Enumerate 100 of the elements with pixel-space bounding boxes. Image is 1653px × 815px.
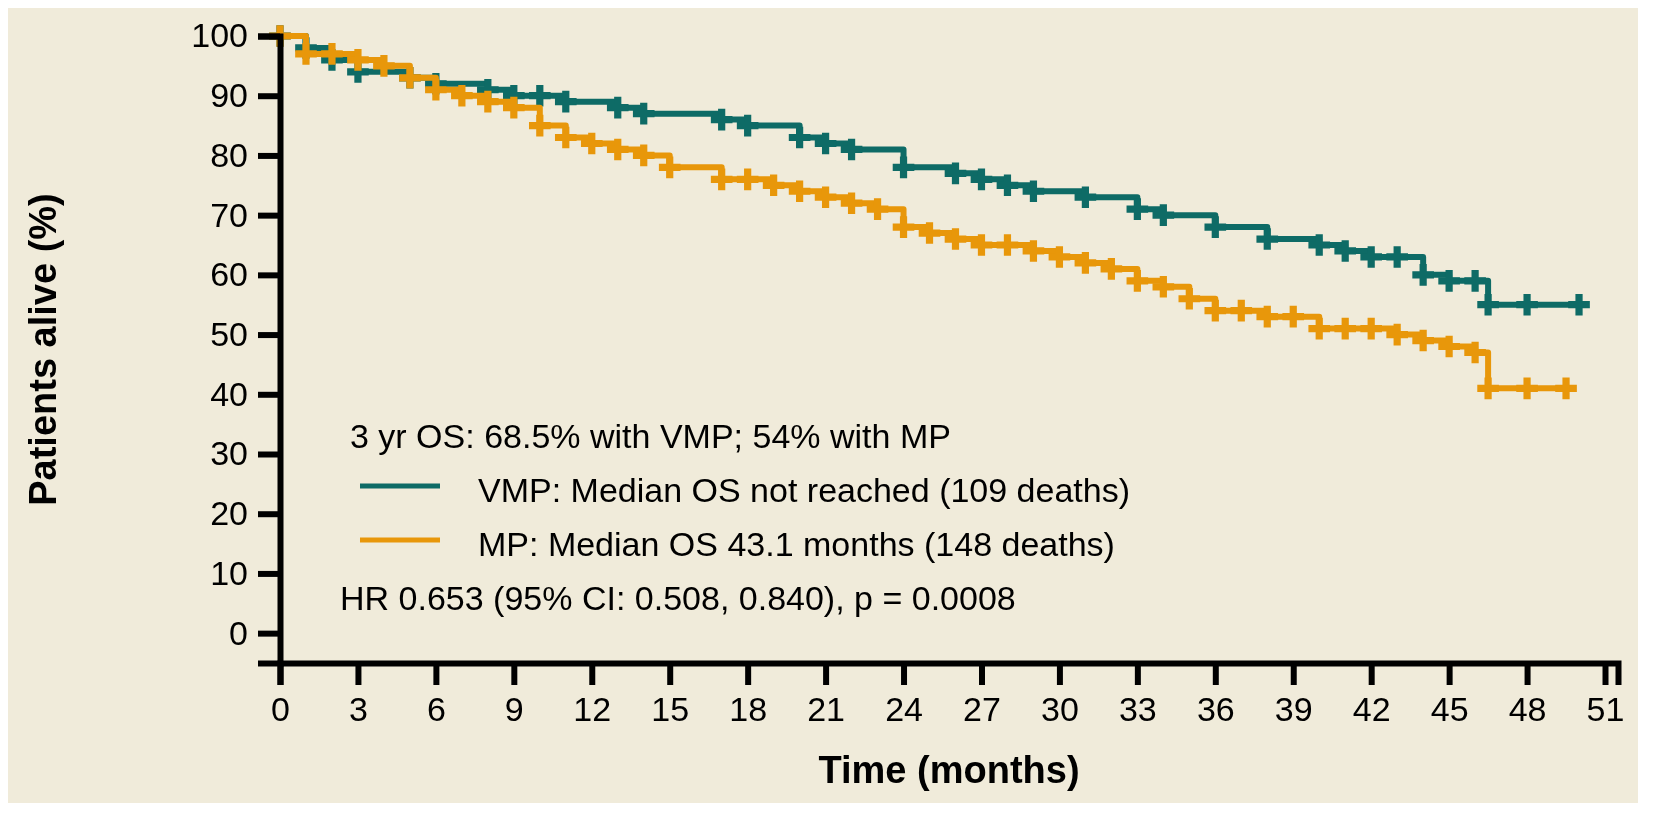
y-tick-label: 30 [210, 434, 248, 473]
point [580, 132, 603, 155]
point [1074, 186, 1097, 209]
point [1022, 240, 1045, 262]
point [892, 156, 915, 179]
point [1438, 270, 1460, 292]
point [1256, 228, 1279, 250]
point [944, 228, 967, 250]
point [866, 198, 889, 220]
legend-label: VMP: Median OS not reached (109 deaths) [478, 470, 1131, 509]
x-tick-label: 30 [1041, 690, 1079, 729]
y-tick-label: 70 [210, 195, 248, 234]
point [1477, 293, 1499, 316]
x-tick-label: 42 [1352, 690, 1391, 729]
y-axis-title: Patients alive (%) [22, 193, 64, 506]
point [295, 43, 317, 65]
x-tick-label: 24 [885, 690, 923, 729]
y-tick-label: 80 [210, 135, 248, 174]
point [1308, 317, 1331, 340]
point [1074, 252, 1097, 274]
x-tick-label: 0 [271, 690, 290, 729]
x-tick-label: 48 [1508, 690, 1547, 729]
point [1334, 240, 1357, 262]
point [1412, 264, 1434, 286]
point [606, 96, 629, 119]
point [710, 108, 733, 131]
point [1464, 270, 1486, 292]
y-tick-label: 20 [210, 494, 248, 533]
x-tick-label: 36 [1196, 690, 1235, 729]
point [632, 144, 655, 167]
point [1477, 377, 1499, 400]
x-tick-label: 3 [348, 690, 368, 729]
y-tick-label: 100 [191, 16, 248, 55]
point [814, 132, 837, 155]
point [1308, 234, 1331, 256]
y-tick-label: 10 [210, 553, 248, 592]
point [1022, 180, 1045, 203]
point [554, 90, 577, 113]
point [503, 96, 525, 119]
point [840, 192, 863, 215]
point [1360, 246, 1382, 268]
point [1555, 377, 1577, 400]
point [658, 156, 681, 179]
point [606, 138, 629, 161]
point [1438, 335, 1460, 358]
point [918, 222, 941, 244]
point [451, 84, 473, 107]
point [1568, 293, 1590, 316]
point [1100, 258, 1123, 280]
x-tick-label: 51 [1586, 690, 1625, 729]
point [996, 174, 1019, 197]
x-axis-title: Time (months) [818, 749, 1080, 791]
annotation: HR 0.653 (95% CI: 0.508, 0.840), p = 0.0008 [340, 578, 1016, 617]
x-tick-label: 39 [1274, 690, 1313, 729]
point [1386, 323, 1408, 346]
point [528, 84, 551, 107]
point [1230, 299, 1253, 322]
y-tick-label: 90 [210, 76, 248, 115]
point [996, 234, 1019, 256]
point [1204, 216, 1227, 238]
point [1126, 270, 1149, 292]
annotation: 3 yr OS: 68.5% with VMP; 54% with MP [350, 416, 951, 455]
point [425, 78, 447, 101]
point [554, 126, 577, 149]
point [944, 162, 967, 185]
legend-label: MP: Median OS 43.1 months (148 deaths) [478, 524, 1115, 563]
point [1282, 305, 1305, 328]
x-tick-label: 27 [963, 690, 1001, 729]
point [970, 234, 993, 256]
x-tick-label: 6 [426, 690, 446, 729]
point [347, 49, 369, 71]
y-tick-label: 40 [210, 374, 248, 413]
point [1516, 293, 1538, 316]
x-tick-label: 33 [1118, 690, 1157, 729]
point [1178, 287, 1201, 310]
x-tick-label: 21 [807, 690, 846, 729]
point [736, 168, 759, 191]
point [970, 168, 993, 191]
point [477, 90, 499, 113]
point [1516, 377, 1538, 400]
x-tick-label: 45 [1430, 690, 1469, 729]
point [1334, 317, 1357, 340]
x-tick-label: 18 [729, 690, 768, 729]
x-tick-label: 12 [573, 690, 612, 729]
point [1152, 275, 1175, 298]
y-tick-label: 60 [210, 255, 248, 294]
point [840, 138, 863, 161]
point [1204, 299, 1227, 322]
x-tick-label: 15 [651, 690, 690, 729]
point [632, 102, 655, 125]
point [1126, 198, 1149, 220]
point [373, 55, 395, 77]
point [710, 168, 733, 191]
x-tick-label: 9 [504, 690, 524, 729]
point [892, 216, 915, 238]
point [762, 174, 785, 197]
point [736, 114, 759, 137]
point [1360, 317, 1382, 340]
point [321, 43, 343, 65]
point [1152, 204, 1175, 226]
